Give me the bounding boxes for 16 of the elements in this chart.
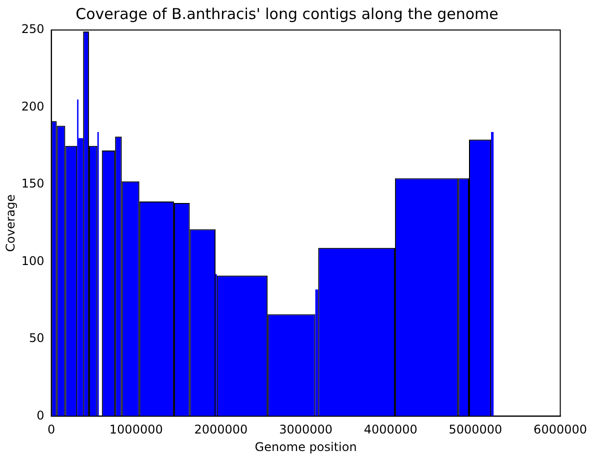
x-axis-title: Genome position bbox=[254, 440, 357, 454]
x-tick-label: 4000000 bbox=[364, 422, 418, 437]
y-tick-label: 200 bbox=[21, 99, 44, 114]
y-tick-label: 150 bbox=[21, 176, 44, 191]
x-tick-label: 5000000 bbox=[448, 422, 502, 437]
y-tick-label: 0 bbox=[36, 408, 44, 422]
x-tick-label: 6000000 bbox=[534, 422, 588, 437]
x-tick-label: 0 bbox=[47, 422, 56, 437]
y-axis-title: Coverage bbox=[3, 194, 18, 252]
x-tick-label: 1000000 bbox=[109, 422, 163, 437]
y-tick-label: 50 bbox=[29, 331, 44, 346]
x-tick-label: 3000000 bbox=[279, 422, 333, 437]
x-tick-label: 2000000 bbox=[194, 422, 248, 437]
chart-title: Coverage of B.anthracis' long contigs along the genome bbox=[76, 4, 498, 23]
y-tick-label: 250 bbox=[21, 22, 44, 36]
y-tick-label: 100 bbox=[21, 254, 44, 268]
